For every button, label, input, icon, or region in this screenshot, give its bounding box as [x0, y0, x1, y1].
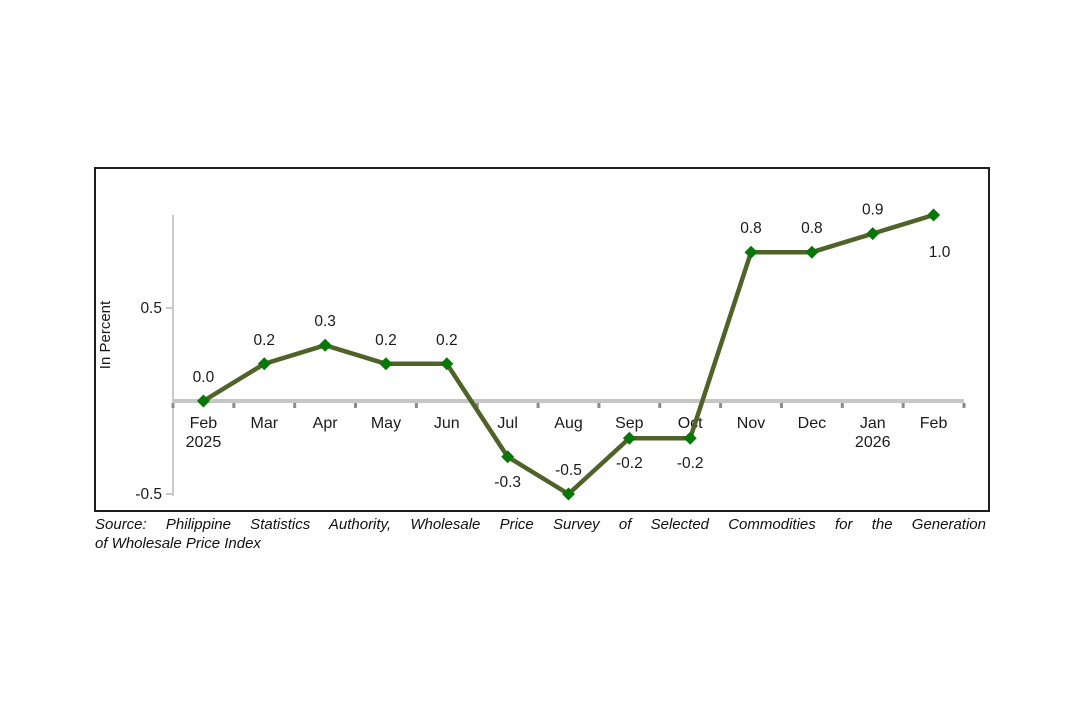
- x-tick-label: Aug: [554, 415, 582, 432]
- data-point-marker: [683, 431, 697, 445]
- x-tick-label: Feb 2025: [186, 415, 222, 451]
- data-point-marker: [927, 208, 941, 222]
- series-line: [202, 212, 935, 497]
- data-point-marker: [562, 487, 575, 501]
- data-value-label: 0.2: [436, 332, 458, 349]
- data-point-marker: [318, 338, 332, 352]
- y-tick-label: 0.5: [140, 300, 162, 317]
- data-value-label: 0.8: [740, 220, 762, 237]
- x-tick-label: Jan 2026: [855, 415, 891, 451]
- data-point-marker: [501, 450, 515, 464]
- x-tick-label: Sep: [615, 415, 644, 432]
- data-value-label: 0.8: [801, 220, 823, 237]
- data-value-label: -0.2: [677, 455, 704, 472]
- data-value-label: 0.3: [314, 313, 336, 330]
- data-point-marker: [866, 227, 880, 241]
- data-point-marker: [440, 357, 454, 371]
- x-tick-label: Mar: [250, 415, 278, 432]
- data-point-marker: [379, 357, 393, 371]
- x-tick-label: Feb: [920, 415, 948, 432]
- data-value-label: 0.2: [375, 332, 397, 349]
- data-point-marker: [805, 245, 819, 259]
- x-tick-label: Jun: [434, 415, 460, 432]
- source-note-line2: of Wholesale Price Index: [95, 535, 261, 552]
- line-chart: 0.5 -0.5 Feb 2025 Mar Apr May Jun Jul Aug Sep Oct No…: [97, 202, 966, 503]
- data-value-label: -0.5: [555, 462, 582, 479]
- data-point-marker: [196, 394, 210, 408]
- x-tick-label: May: [371, 415, 401, 432]
- data-value-label: 0.0: [193, 369, 215, 386]
- source-note: Source: Philippine Statistics Authority,…: [95, 515, 986, 553]
- data-value-label: 1.0: [929, 244, 951, 261]
- x-tick-label: Nov: [737, 415, 765, 432]
- source-note-line1: Source: Philippine Statistics Authority,…: [95, 516, 986, 533]
- x-tick-label: Apr: [313, 415, 339, 432]
- y-axis-title: In Percent: [97, 300, 114, 369]
- x-tick-label: Oct: [678, 415, 703, 432]
- x-tick-label: Jul: [497, 415, 517, 432]
- data-value-label: -0.3: [494, 474, 521, 491]
- data-point-marker: [257, 357, 271, 371]
- data-point-marker: [744, 245, 758, 259]
- data-point-marker: [622, 431, 636, 445]
- x-tick-label: Dec: [798, 415, 826, 432]
- chart-frame: 0.5 -0.5 Feb 2025 Mar Apr May Jun Jul Aug Sep Oct No…: [94, 167, 990, 512]
- data-value-label: 0.2: [253, 332, 275, 349]
- data-value-label: 0.9: [862, 202, 884, 219]
- data-value-label: -0.2: [616, 455, 643, 472]
- y-tick-label: -0.5: [135, 486, 162, 503]
